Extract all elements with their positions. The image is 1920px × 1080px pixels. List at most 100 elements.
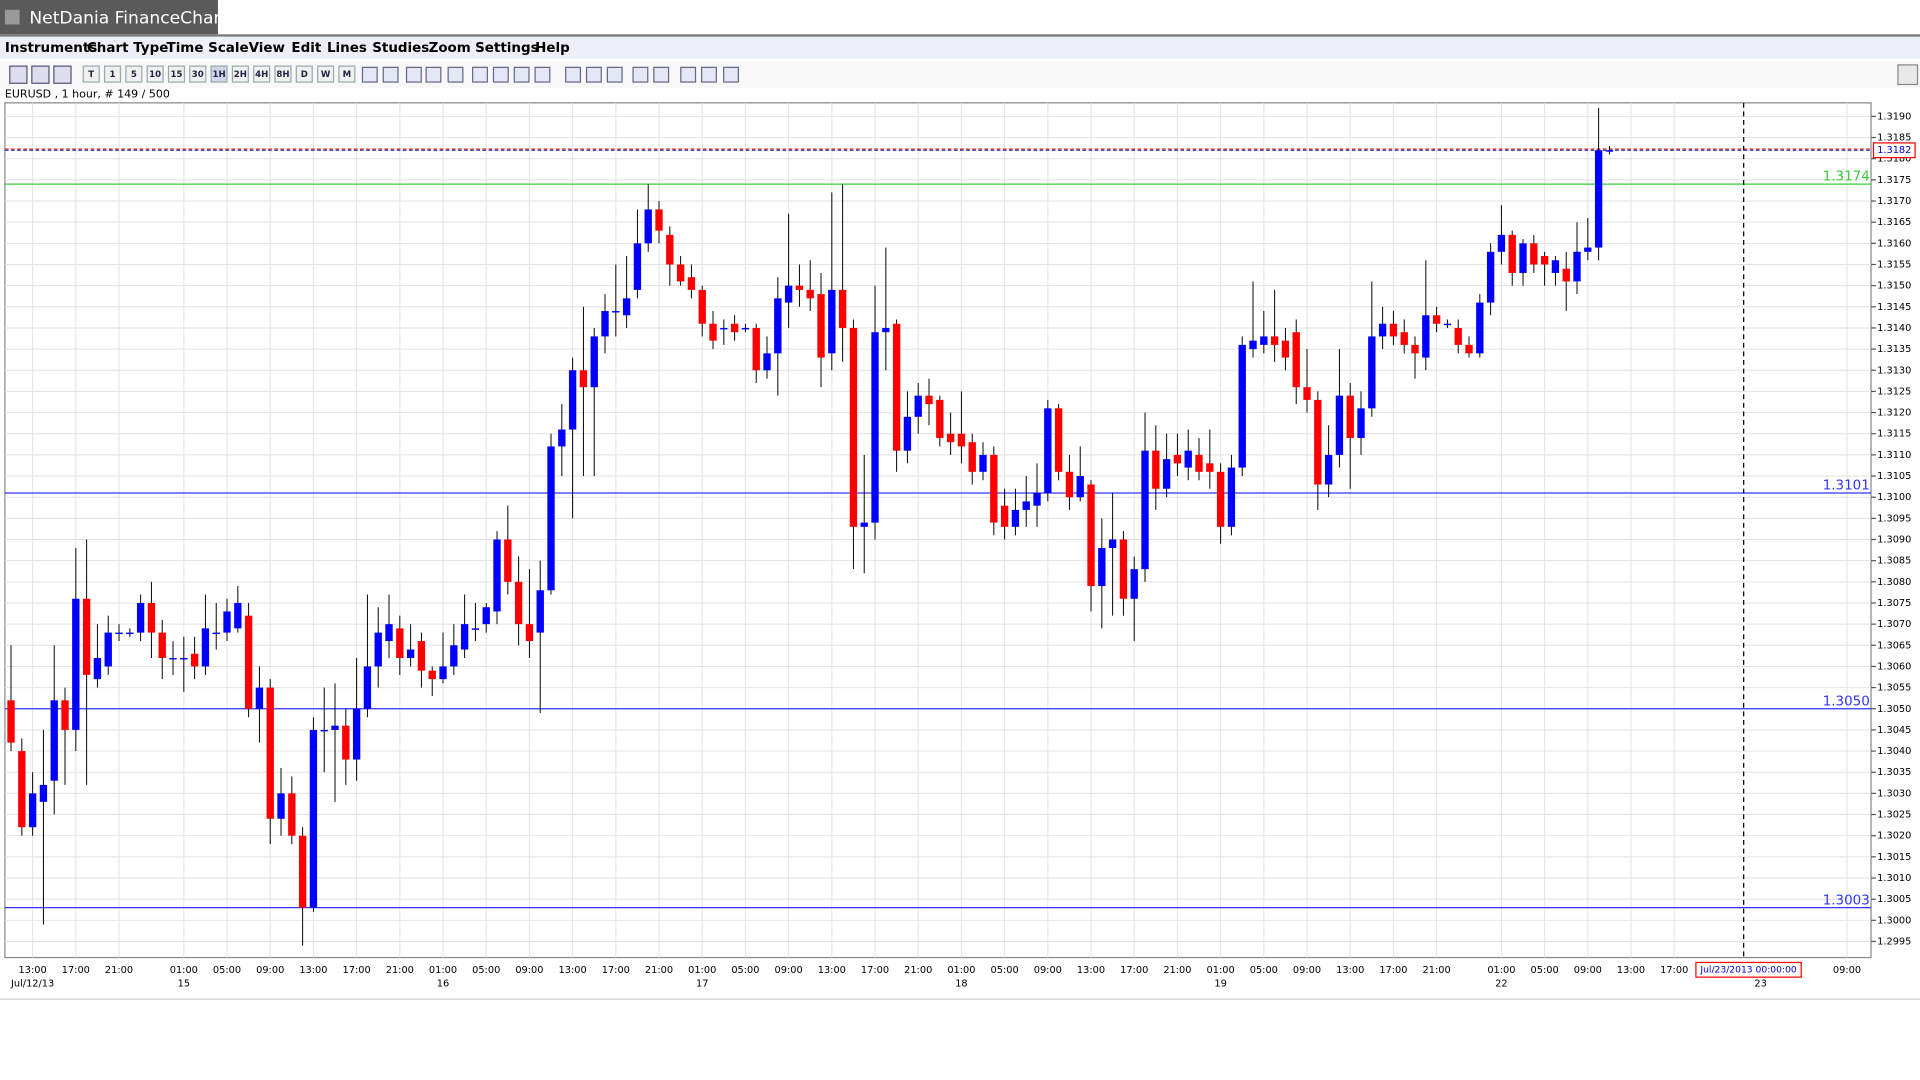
x-tick-label: 17:00 — [1379, 965, 1407, 976]
window-title: NetDania FinanceChart — [29, 8, 227, 28]
tool-icon[interactable] — [565, 66, 582, 83]
tool-icon[interactable] — [632, 66, 649, 83]
menu-item[interactable]: Instruments — [5, 41, 97, 56]
tool-icon[interactable] — [472, 66, 488, 83]
panel-button[interactable] — [1897, 64, 1919, 86]
candle-body — [925, 395, 933, 405]
candle-body — [1324, 454, 1333, 485]
candle-body — [385, 624, 393, 642]
x-date-label: 17 — [696, 978, 708, 989]
timescale-label[interactable]: 1 — [110, 70, 116, 80]
timescale-button[interactable] — [146, 65, 164, 83]
timescale-button[interactable] — [317, 65, 335, 83]
tool-icon[interactable] — [585, 66, 602, 83]
tool-icon[interactable] — [492, 66, 509, 83]
tool-icon[interactable] — [653, 66, 670, 83]
menu-item[interactable]: Lines — [327, 41, 367, 56]
candle-body — [212, 632, 220, 635]
level-label: 1.3101 — [1823, 479, 1870, 494]
x-tick-label: 13:00 — [1077, 965, 1105, 976]
x-tick-label: 01:00 — [170, 965, 198, 976]
timescale-label[interactable]: M — [343, 70, 352, 80]
menu-item[interactable]: Chart Type — [87, 41, 168, 56]
x-tick-label: 01:00 — [688, 965, 716, 976]
timescale-button[interactable] — [82, 65, 100, 83]
timescale-button[interactable] — [103, 65, 122, 83]
x-date-label: 22 — [1495, 978, 1507, 989]
timescale-label[interactable]: 5 — [131, 70, 137, 80]
menu-item[interactable]: Settings — [475, 41, 539, 56]
x-tick-label: 05:00 — [991, 965, 1019, 976]
timescale-label[interactable]: 2H — [234, 70, 247, 80]
tool-icon[interactable] — [513, 66, 530, 83]
timescale-button[interactable] — [231, 65, 249, 83]
tool-icon[interactable] — [382, 66, 399, 83]
timescale-label[interactable]: 8H — [276, 70, 289, 80]
y-tick-label: 1.3105 — [1877, 471, 1911, 482]
candle-body — [471, 628, 480, 630]
candle-body — [1216, 471, 1225, 527]
x-tick-label: 21:00 — [386, 965, 414, 976]
timescale-label[interactable]: T — [88, 70, 94, 80]
menu-item[interactable]: Zoom — [429, 41, 471, 56]
candle-body — [331, 725, 339, 730]
tool-icon[interactable] — [405, 66, 422, 83]
x-date-label: Jul/12/13 — [10, 978, 54, 989]
candle-body — [612, 311, 620, 313]
candle-body — [946, 433, 955, 443]
tool-icon[interactable] — [701, 66, 717, 83]
tool-icon[interactable] — [53, 65, 72, 84]
candle-body — [1206, 463, 1214, 472]
y-tick-label: 1.3125 — [1877, 386, 1911, 397]
y-tick-label: 1.3030 — [1877, 788, 1911, 799]
tool-icon[interactable] — [9, 65, 28, 84]
y-tick-label: 1.3045 — [1877, 725, 1911, 736]
timescale-label[interactable]: 1H — [212, 70, 225, 80]
tool-icon[interactable] — [425, 66, 442, 83]
timescale-button[interactable] — [295, 65, 313, 83]
candle-body — [288, 793, 296, 836]
menu-item[interactable]: Help — [535, 41, 570, 56]
timescale-label[interactable]: W — [321, 70, 331, 80]
timescale-label[interactable]: 30 — [192, 70, 204, 80]
menu-item[interactable]: Studies — [372, 41, 429, 56]
timescale-button[interactable] — [125, 65, 143, 83]
tool-icon[interactable] — [361, 66, 378, 83]
y-tick-label: 1.3135 — [1877, 344, 1911, 355]
timescale-label[interactable]: D — [301, 70, 308, 80]
timescale-button[interactable] — [210, 65, 228, 83]
y-tick-label: 1.3160 — [1877, 238, 1911, 249]
tool-icon[interactable] — [447, 66, 464, 83]
tool-icon[interactable] — [534, 66, 551, 83]
candle-body — [363, 666, 372, 709]
tool-icon[interactable] — [723, 66, 739, 83]
menu-item[interactable]: View — [249, 41, 285, 56]
x-date-label: 16 — [437, 978, 449, 989]
timescale-button[interactable] — [189, 65, 207, 83]
candle-body — [1227, 467, 1236, 527]
level-label: 1.3003 — [1823, 893, 1870, 908]
menu-item[interactable]: Edit — [291, 41, 321, 56]
tool-icon[interactable] — [606, 66, 623, 83]
candle-body — [1108, 539, 1117, 548]
timescale-button[interactable] — [167, 65, 186, 83]
timescale-button[interactable] — [274, 65, 292, 83]
x-tick-label: 21:00 — [645, 965, 673, 976]
timescale-label[interactable]: 10 — [149, 70, 161, 80]
timescale-button[interactable] — [338, 65, 356, 83]
tool-icon[interactable] — [31, 65, 50, 84]
candle-body — [180, 657, 188, 660]
candle-body — [687, 277, 696, 290]
timescale-label[interactable]: 15 — [170, 70, 182, 80]
candle-body — [1314, 399, 1322, 485]
candle-body — [784, 285, 793, 303]
y-tick-label: 1.3180 — [1877, 154, 1911, 165]
x-tick-label: 13:00 — [1336, 965, 1364, 976]
candle-body — [1292, 332, 1300, 388]
candle-body — [439, 666, 447, 680]
timescale-button[interactable] — [253, 65, 271, 83]
menu-item[interactable]: Time Scale — [167, 41, 249, 56]
timescale-label[interactable]: 4H — [255, 70, 268, 80]
x-tick-label: 13:00 — [559, 965, 587, 976]
tool-icon[interactable] — [680, 66, 697, 83]
